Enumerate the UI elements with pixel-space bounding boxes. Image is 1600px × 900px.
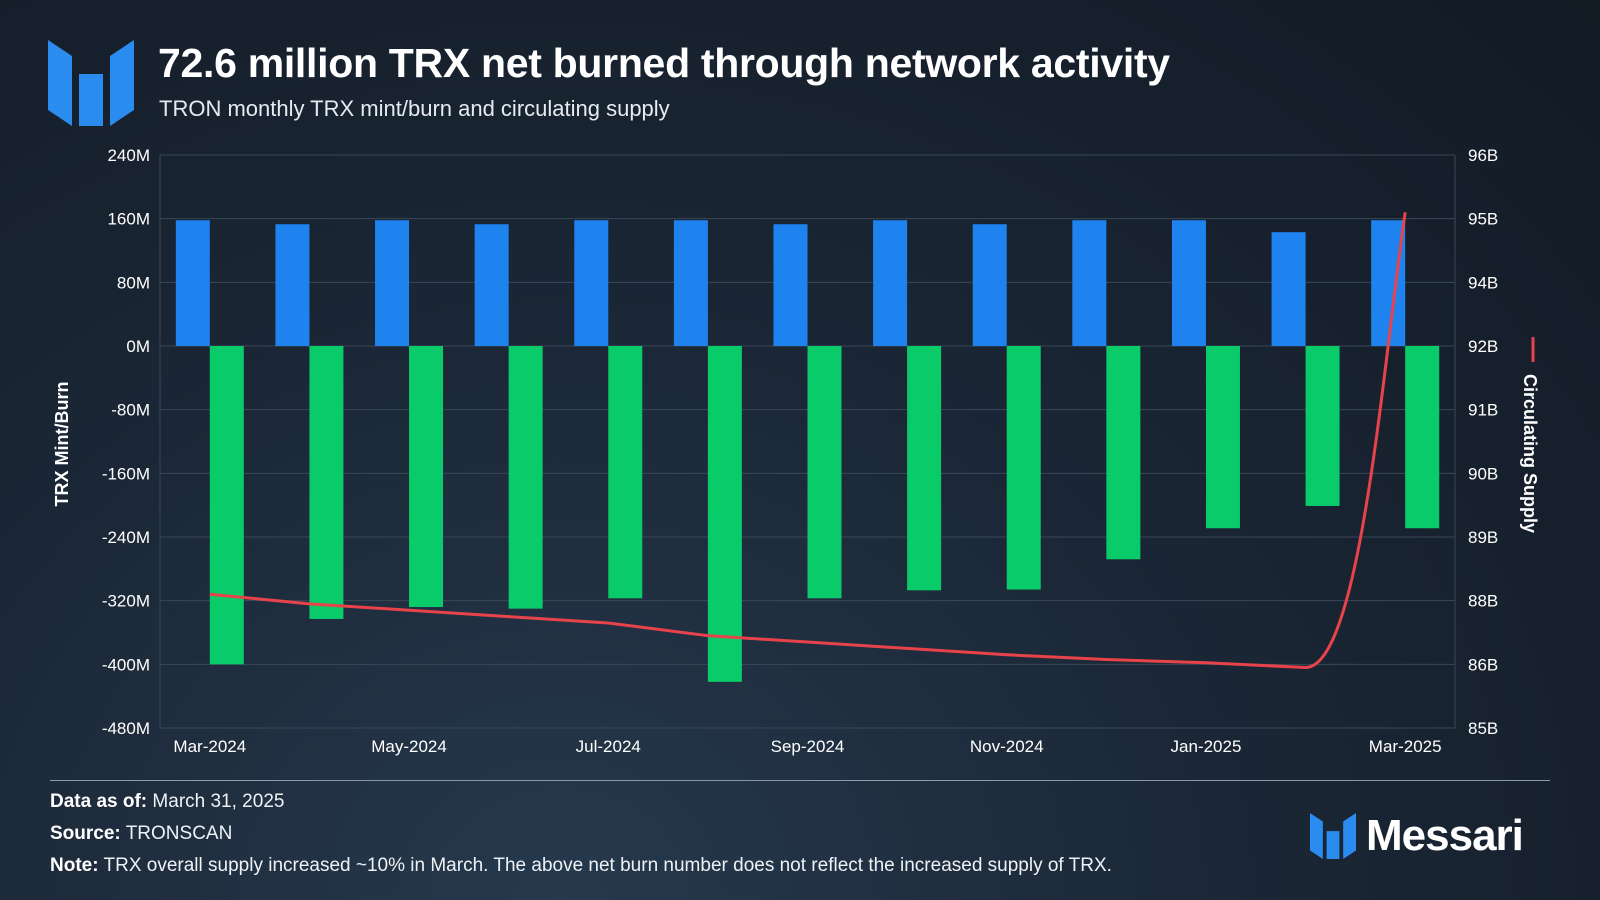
burn-bar — [1006, 346, 1041, 590]
burn-bar — [1205, 346, 1240, 529]
burn-bar — [508, 346, 543, 609]
y2-tick-label: 94B — [1468, 273, 1498, 292]
footer-data-as-of: Data as of: March 31, 2025 — [50, 791, 284, 813]
y2-tick-label: 86B — [1468, 655, 1498, 674]
y2-tick-label: 91B — [1468, 401, 1498, 420]
mint-bar — [275, 224, 310, 346]
y2-tick-label: 90B — [1468, 464, 1498, 483]
burn-bar — [608, 346, 643, 599]
y2-tick-label: 96B — [1468, 146, 1498, 165]
burn-bar — [807, 346, 842, 599]
burn-bar — [1305, 346, 1340, 506]
footer-divider — [50, 780, 1550, 781]
y2-tick-label: 92B — [1468, 337, 1498, 356]
y2-axis-title: Circulating Supply — [1520, 374, 1540, 533]
y-tick-label: -240M — [102, 528, 150, 547]
y-axis-title: TRX Mint/Burn — [52, 382, 72, 507]
y-tick-label: 240M — [107, 146, 150, 165]
source-value: TRONSCAN — [125, 823, 233, 844]
brand-name: Messari — [1366, 811, 1524, 860]
bars — [175, 220, 1440, 682]
footer-note: Note: TRX overall supply increased ~10% … — [50, 855, 1112, 877]
burn-bar — [409, 346, 444, 608]
supply-line — [209, 212, 1407, 670]
data-as-of-label: Data as of: — [50, 791, 148, 812]
y2-tick-label: 95B — [1468, 210, 1498, 229]
brand-logo: Messari — [1310, 811, 1524, 860]
burn-bar — [209, 346, 244, 665]
y-tick-label: -160M — [102, 464, 150, 483]
y-tick-label: -80M — [111, 401, 150, 420]
note-label: Note: — [50, 855, 99, 876]
y-tick-label: -480M — [102, 719, 150, 738]
burn-bar — [309, 346, 344, 619]
mint-bar — [1271, 232, 1306, 346]
supply-line-path — [209, 212, 1407, 670]
mint-bar — [1171, 220, 1206, 346]
x-tick-label: Jan-2025 — [1171, 737, 1242, 756]
x-tick-label: Nov-2024 — [970, 737, 1044, 756]
mint-bar — [1371, 220, 1406, 346]
burn-bar — [1405, 346, 1440, 529]
y-tick-label: 0M — [126, 337, 150, 356]
note-value: TRX overall supply increased ~10% in Mar… — [103, 855, 1112, 876]
burn-bar — [707, 346, 742, 682]
messari-brand-icon — [1310, 813, 1356, 859]
x-axis-ticks: Mar-2024 May-2024 Jul-2024 Sep-2024 Nov-2024… — [173, 737, 1441, 756]
mint-bar — [972, 224, 1007, 346]
mint-bar — [574, 220, 609, 346]
chart-area: 240M 160M 80M 0M -80M -160M -240M -320M -400M -48… — [52, 146, 1540, 756]
mint-bar — [375, 220, 410, 346]
x-tick-label: May-2024 — [371, 737, 447, 756]
y-tick-label: -400M — [102, 655, 150, 674]
x-tick-label: Mar-2025 — [1369, 737, 1442, 756]
burn-bar — [907, 346, 942, 591]
chart-title: 72.6 million TRX net burned through netw… — [158, 40, 1170, 86]
left-axis-ticks: 240M 160M 80M 0M -80M -160M -240M -320M -400M -48… — [102, 146, 150, 738]
mint-bar — [474, 224, 509, 346]
mint-bar — [773, 224, 808, 346]
y-tick-label: -320M — [102, 592, 150, 611]
x-tick-label: Jul-2024 — [576, 737, 641, 756]
x-tick-label: Mar-2024 — [173, 737, 246, 756]
chart-subtitle: TRON monthly TRX mint/burn and circulati… — [159, 96, 670, 121]
mint-bar — [1072, 220, 1107, 346]
y2-tick-label: 89B — [1468, 528, 1498, 547]
footer-source: Source: TRONSCAN — [50, 823, 232, 845]
data-as-of-value: March 31, 2025 — [152, 791, 285, 812]
right-axis-ticks: 96B 95B 94B 92B 91B 90B 89B 88B 86B 85B — [1468, 146, 1498, 738]
source-label: Source: — [50, 823, 121, 844]
mint-bar — [175, 220, 210, 346]
x-tick-label: Sep-2024 — [771, 737, 845, 756]
y-tick-label: 160M — [107, 210, 150, 229]
y2-tick-label: 88B — [1468, 592, 1498, 611]
messari-logo-icon — [48, 40, 134, 126]
mint-bar — [673, 220, 708, 346]
y2-tick-label: 85B — [1468, 719, 1498, 738]
mint-bar — [873, 220, 908, 346]
y-tick-label: 80M — [117, 273, 150, 292]
burn-bar — [1106, 346, 1141, 560]
